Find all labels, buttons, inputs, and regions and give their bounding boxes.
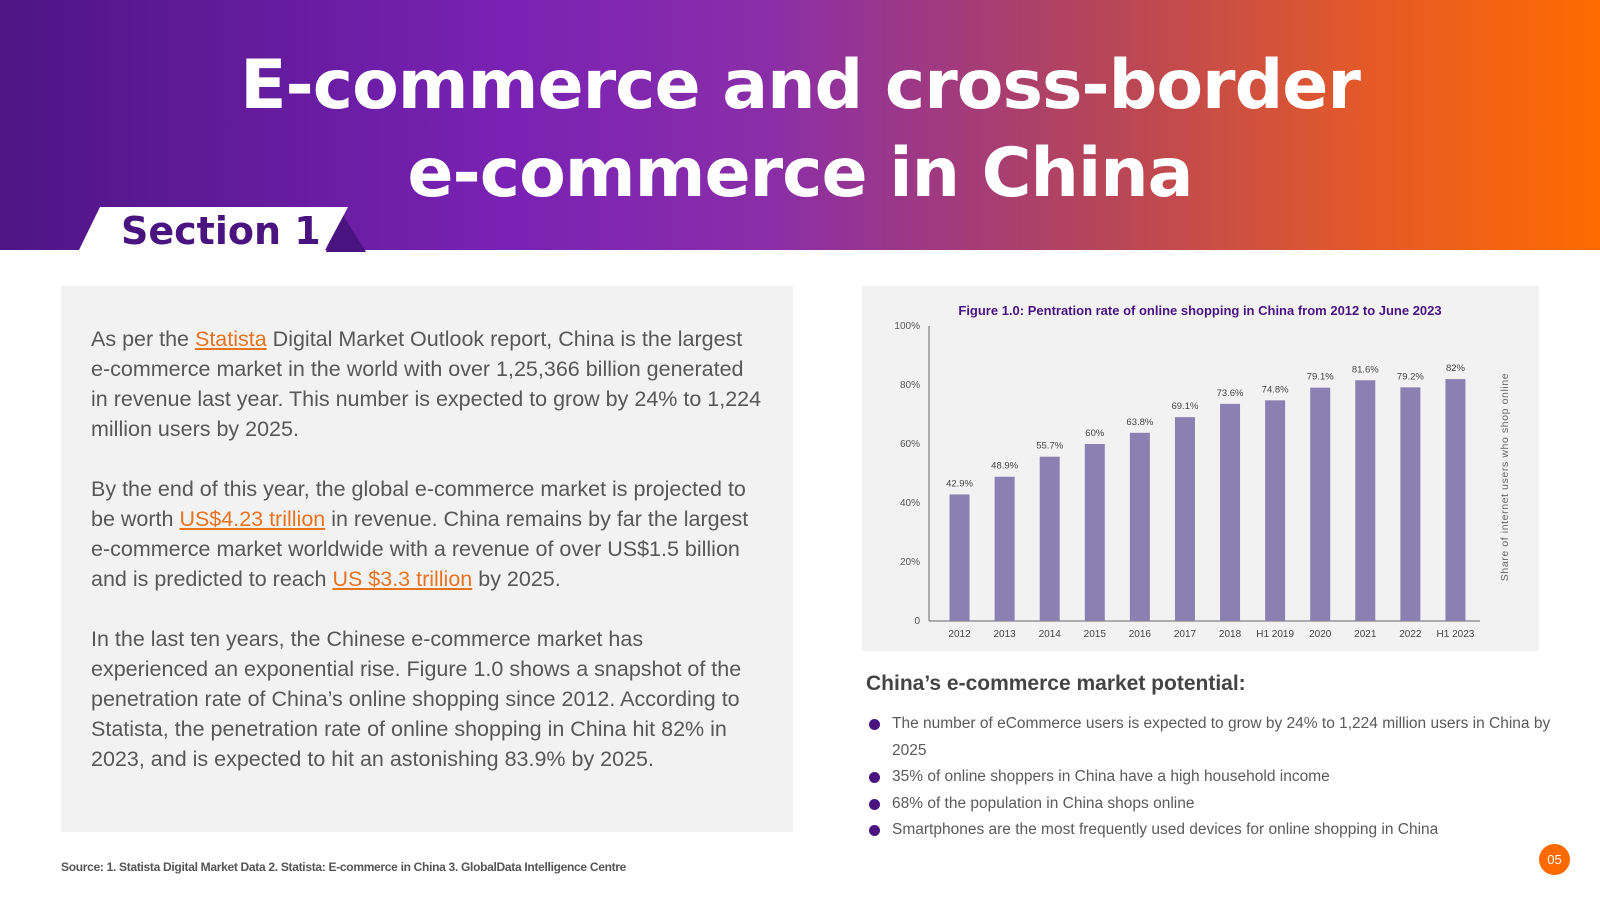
chart-bar [994, 476, 1015, 621]
x-tick-label: 2014 [1039, 629, 1062, 640]
chart-bar [1084, 444, 1105, 621]
chart-bars: 42.9% 2012 48.9% 2013 55.7% 2014 60% 2015 63.8% 2… [946, 363, 1475, 640]
y-tick-label: 20% [900, 557, 920, 568]
y-tick-label: 80% [900, 380, 920, 391]
paragraph-2: By the end of this year, the global e-co… [91, 474, 763, 594]
x-tick-label: H1 2019 [1256, 629, 1294, 640]
bar-value-label: 63.8% [1126, 417, 1153, 428]
chart-bar [1310, 387, 1331, 621]
list-item-text: 68% of the population in China shops onl… [892, 794, 1195, 812]
bar-value-label: 60% [1085, 428, 1105, 439]
x-tick-label: H1 2023 [1437, 629, 1475, 640]
section-label: Section 1 [121, 209, 321, 253]
market-potential-list: The number of eCommerce users is expecte… [866, 711, 1556, 844]
page-title-line-2: e-commerce in China [407, 134, 1193, 213]
list-item: Smartphones are the most frequently used… [866, 817, 1556, 844]
x-tick-label: 2016 [1129, 629, 1152, 640]
chart-title: Figure 1.0: Pentration rate of online sh… [958, 303, 1441, 318]
chart-bar [1445, 379, 1466, 621]
bar-value-label: 74.8% [1262, 384, 1289, 395]
chart-bar [1355, 380, 1376, 621]
bar-value-label: 69.1% [1171, 401, 1198, 412]
bar-value-label: 82% [1446, 363, 1466, 374]
x-tick-label: 2018 [1219, 629, 1242, 640]
x-tick-label: 2012 [948, 629, 971, 640]
market-potential-heading: China’s e-commerce market potential: [866, 672, 1246, 695]
list-item: 35% of online shoppers in China have a h… [866, 764, 1556, 791]
bullet-icon [869, 719, 880, 730]
y-tick-label: 60% [900, 439, 920, 450]
statista-link[interactable]: Statista [194, 327, 267, 351]
chart-y-axis-label: Share of internet users who shop online [1499, 373, 1511, 581]
paragraph-3: In the last ten years, the Chinese e-com… [91, 627, 742, 771]
chart-bar [1220, 403, 1241, 621]
list-item: The number of eCommerce users is expecte… [866, 711, 1556, 764]
bar-value-label: 48.9% [991, 461, 1018, 472]
penetration-rate-bar-chart: Figure 1.0: Pentration rate of online sh… [894, 303, 1511, 640]
us-3-3-trillion-link[interactable]: US $3.3 trillion [332, 567, 473, 591]
page-title: E-commerce and cross-border e-commerce i… [0, 42, 1600, 218]
bar-value-label: 55.7% [1036, 441, 1063, 452]
x-tick-label: 2020 [1309, 629, 1332, 640]
section-tab-background [78, 207, 348, 252]
bar-value-label: 73.6% [1217, 388, 1244, 399]
chart-bar [1174, 417, 1195, 621]
chart-bar [1039, 456, 1060, 621]
chart-bar [949, 494, 970, 621]
page-title-line-1: E-commerce and cross-border [240, 46, 1361, 125]
x-tick-label: 2015 [1084, 629, 1107, 640]
list-item-text: Smartphones are the most frequently used… [892, 821, 1439, 838]
paragraph-2-text-c: by 2025. [472, 567, 561, 591]
intro-text-panel: As per the Statista Digital Market Outlo… [61, 286, 793, 832]
x-tick-label: 2013 [994, 629, 1017, 640]
paragraph-2-text-a: By the end of this year, the global e-co… [91, 477, 746, 531]
paragraph-1-text-b: Digital Market Outlook report, China is … [91, 327, 762, 441]
list-item-text: The number of eCommerce users is expecte… [892, 715, 1551, 759]
x-tick-label: 2017 [1174, 629, 1197, 640]
bullet-icon [869, 772, 880, 783]
list-item-text: 35% of online shoppers in China have a h… [892, 768, 1330, 785]
bar-value-label: 81.6% [1352, 364, 1379, 375]
x-tick-label: 2022 [1399, 629, 1422, 640]
paragraph-1: As per the Statista Digital Market Outlo… [91, 324, 763, 444]
y-tick-label: 100% [894, 321, 920, 332]
page-number-badge: 05 [1539, 844, 1570, 875]
us-4-23-trillion-link[interactable]: US$4.23 trillion [179, 507, 326, 531]
bar-value-label: 42.9% [946, 478, 973, 489]
list-item: 68% of the population in China shops onl… [866, 791, 1556, 818]
chart-panel: Figure 1.0: Pentration rate of online sh… [862, 286, 1539, 651]
bullet-icon [869, 798, 880, 810]
source-note: Source: 1. Statista Digital Market Data … [61, 860, 627, 874]
paragraph-2-text-b: in revenue. China remains by far the lar… [91, 507, 749, 591]
bar-value-label: 79.2% [1397, 371, 1424, 382]
x-tick-label: 2021 [1354, 629, 1377, 640]
bullet-icon [869, 825, 880, 836]
section-tab: Section 1 [78, 207, 368, 253]
y-tick-label: 0 [914, 616, 920, 627]
chart-bar [1129, 432, 1150, 621]
chart-bar [1265, 400, 1286, 621]
paragraph-1-text-a: As per the [91, 327, 195, 351]
bar-value-label: 79.1% [1307, 372, 1334, 383]
chart-bar [1400, 387, 1421, 621]
y-tick-label: 40% [900, 498, 920, 509]
